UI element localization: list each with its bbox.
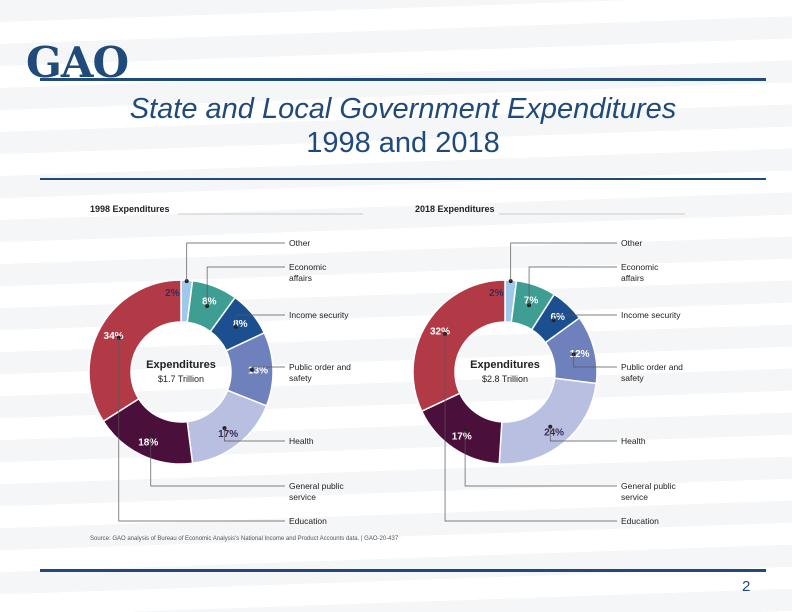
chart-2018-value-label-general-public-service: 17% [452,432,472,443]
page-number: 2 [742,578,751,595]
expenditures-figure: 1998 Expenditures 2% 8% 8% 13% 17% 18% 34% Expen… [85,200,705,550]
chart-1998-leader-line-income-security [235,314,285,327]
chart-1998-leader-line-economic-affairs [206,266,285,306]
chart-2018-leader-dot-health [548,424,553,429]
chart-2018-center-title: Expenditures [470,359,540,371]
chart-2018-leader-line-public-order [573,354,617,368]
chart-2018-legend-public-order: safety [621,373,644,383]
chart-2018-heading: 2018 Expenditures [415,204,495,214]
chart-1998-legend-general-public-service: service [289,492,316,502]
chart-2018-value-label-income-security: 6% [550,312,565,323]
chart-2018-legend-education: Education [621,516,659,526]
chart-2018-legend-other: Other [621,238,642,248]
chart-2018-leader-line-other [510,242,617,282]
chart-2018-legend-general-public-service: service [621,492,648,502]
chart-2018-value-label-other: 2% [489,288,504,299]
chart-2018-legend-public-order: Public order and [621,362,683,372]
chart-2018-value-label-health: 24% [544,427,564,438]
chart-2018-center-value: $2.8 Trillion [482,374,528,384]
chart-1998-slice-health [186,389,268,465]
chart-2018-leader-line-education [444,333,617,522]
chart-2018-legend-economic-affairs: affairs [621,273,644,283]
chart-2018-leader-line-income-security [553,314,617,321]
chart-2018-legend-income-security: Income security [621,310,681,320]
chart-1998-legend-education: Education [289,516,327,526]
chart-1998-leader-dot-education [116,335,121,340]
chart-2018-value-label-education: 32% [430,327,450,338]
chart-1998-leader-line-general-public-service [150,436,285,487]
chart-1998-value-label-income-security: 8% [233,319,248,330]
chart-1998-value-label-other: 2% [165,288,180,299]
chart-1998-legend-public-order: Public order and [289,362,351,372]
chart-1998-leader-line-education [118,337,285,522]
donut-charts: 1998 Expenditures 2% 8% 8% 13% 17% 18% 34% Expen… [88,204,685,542]
chart-1998-slice-education [88,279,182,423]
chart-1998-value-label-education: 34% [104,331,124,342]
chart-1998-leader-line-health [224,428,285,442]
slide-title: State and Local Government Expenditures … [40,92,766,160]
chart-2018-leader-line-general-public-service [464,430,617,487]
title-line-2: 1998 and 2018 [306,127,500,159]
chart-1998-value-label-health: 17% [218,429,238,440]
chart-2018-slice-health [498,377,598,465]
chart-2018-legend-general-public-service: General public [621,481,677,491]
chart-1998-leader-line-other [186,242,285,282]
chart-2018-legend-health: Health [621,436,646,446]
chart-1998-center-title: Expenditures [146,359,216,371]
chart-2018-legend-economic-affairs: Economic [621,262,659,272]
chart-1998-value-label-general-public-service: 18% [138,438,158,449]
source-note: Source: GAO analysis of Bureau of Econom… [90,536,399,542]
chart-1998-legend-general-public-service: General public [289,481,345,491]
chart-1998-legend-other: Other [289,238,310,248]
chart-2018-value-label-economic-affairs: 7% [524,296,539,307]
header-rule-bottom [40,178,766,180]
chart-1998-value-label-public-order: 13% [248,366,268,377]
chart-1998-legend-income-security: Income security [289,310,349,320]
chart-2018-slice-education [412,279,506,413]
chart-2018-leader-line-economic-affairs [528,266,617,306]
chart-1998-legend-economic-affairs: affairs [289,273,312,283]
chart-1998-legend-economic-affairs: Economic [289,262,327,272]
footer-rule [40,569,766,572]
header-rule-top [40,78,766,81]
chart-1998-legend-health: Health [289,436,314,446]
chart-1998-leader-line-public-order [251,366,285,370]
chart-1998-heading: 1998 Expenditures [90,204,170,214]
chart-2018-value-label-public-order: 12% [570,349,590,360]
chart-1998-center-value: $1.7 Trillion [158,374,204,384]
chart-1998-legend-public-order: safety [289,373,312,383]
chart-2018-leader-line-health [549,426,617,442]
title-line-1: State and Local Government Expenditures [129,93,677,125]
chart-1998-value-label-economic-affairs: 8% [202,296,217,307]
